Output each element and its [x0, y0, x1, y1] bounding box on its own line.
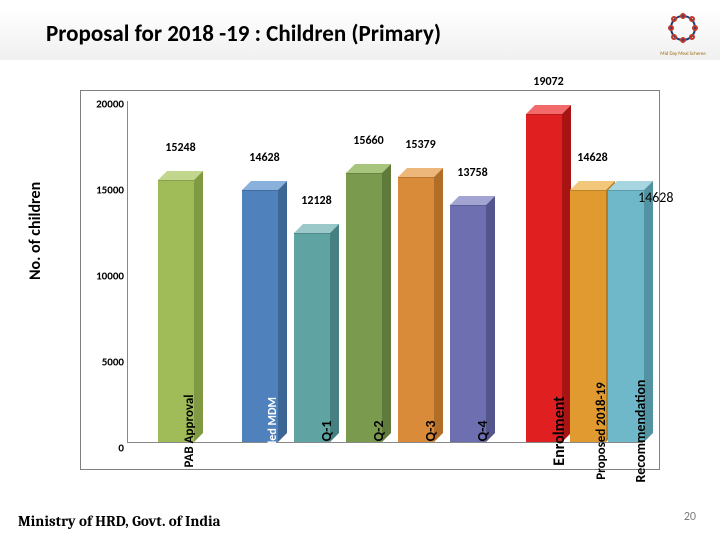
bar-enrolment	[526, 105, 571, 442]
bar-label-pab-approval: PAB Approval	[182, 395, 197, 468]
bar-label-q1: Q-1	[318, 421, 335, 442]
value-label-q1: 12128	[301, 194, 331, 208]
bar-availed-mdm	[242, 181, 287, 442]
value-label-pab-approval: 15248	[165, 141, 195, 155]
plot-area: 0500010000150002000015248PAB Approval146…	[127, 101, 643, 443]
value-label-q2: 15660	[353, 134, 383, 148]
svg-text:Mid Day Meal Scheme: Mid Day Meal Scheme	[660, 51, 706, 57]
page-number: 20	[684, 510, 696, 524]
value-label-availed-mdm: 14628	[249, 151, 279, 165]
bar-q1	[294, 224, 339, 442]
page-title: Proposal for 2018 -19 : Children (Primar…	[46, 20, 441, 48]
bar-q2	[346, 164, 391, 442]
ytick-label: 5000	[84, 356, 124, 369]
footer-text: Ministry of HRD, Govt. of India	[18, 512, 221, 530]
extra-value-label: 14628	[638, 189, 673, 206]
bar-label-q4: Q-4	[474, 421, 491, 442]
value-label-q3: 15379	[405, 138, 435, 152]
bar-q4	[450, 196, 495, 442]
bar-label-q2: Q-2	[370, 421, 387, 442]
ytick-label: 20000	[84, 98, 124, 111]
bar-q3	[398, 168, 443, 442]
chart-container: 0 5000 10000 15000 20000 15248 PAB Approval 146…	[80, 90, 660, 470]
bar-label-enrolment: Enrolment	[550, 396, 569, 465]
value-label-proposed-2018-19: 14628	[577, 151, 607, 165]
bar-label-proposed-2018-19: Proposed 2018-19	[594, 382, 609, 480]
title-band: Proposal for 2018 -19 : Children (Primar…	[0, 8, 720, 60]
bar-label-recommendation: Recommendation	[632, 380, 649, 483]
ytick-label: 15000	[84, 184, 124, 197]
value-label-enrolment: 19072	[533, 75, 563, 89]
ytick-label: 10000	[84, 270, 124, 283]
ytick-label: 0	[84, 442, 124, 455]
scheme-logo: Mid Day Meal Scheme	[656, 6, 710, 60]
bar-label-q3: Q-3	[422, 421, 439, 442]
bar-label-availed-mdm: Availed MDM	[266, 397, 280, 465]
y-axis-title: No. of children	[26, 182, 45, 280]
value-label-q4: 13758	[457, 166, 487, 180]
